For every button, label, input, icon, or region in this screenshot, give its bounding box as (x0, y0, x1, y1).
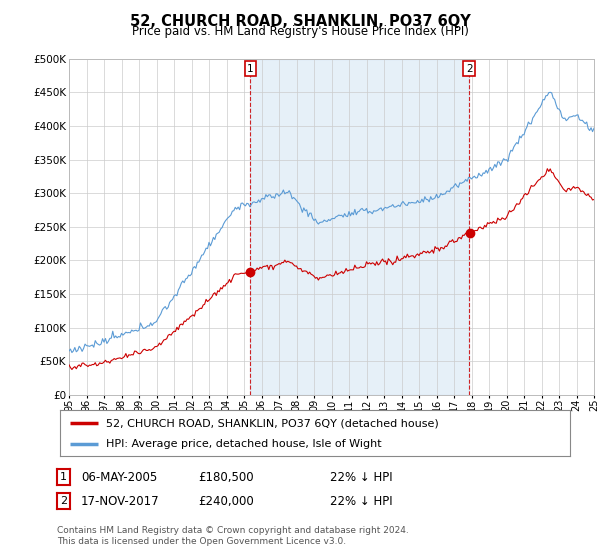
Text: 1: 1 (247, 64, 254, 74)
Text: £240,000: £240,000 (198, 494, 254, 508)
Text: 2: 2 (60, 496, 67, 506)
Text: 22% ↓ HPI: 22% ↓ HPI (330, 494, 392, 508)
Bar (250, 59, 469, 395)
Text: Contains HM Land Registry data © Crown copyright and database right 2024.
This d: Contains HM Land Registry data © Crown c… (57, 526, 409, 546)
Text: 17-NOV-2017: 17-NOV-2017 (81, 494, 160, 508)
Text: 22% ↓ HPI: 22% ↓ HPI (330, 470, 392, 484)
Text: 52, CHURCH ROAD, SHANKLIN, PO37 6QY: 52, CHURCH ROAD, SHANKLIN, PO37 6QY (130, 14, 470, 29)
Text: 52, CHURCH ROAD, SHANKLIN, PO37 6QY (detached house): 52, CHURCH ROAD, SHANKLIN, PO37 6QY (det… (106, 418, 439, 428)
Text: Price paid vs. HM Land Registry's House Price Index (HPI): Price paid vs. HM Land Registry's House … (131, 25, 469, 38)
Text: £180,500: £180,500 (198, 470, 254, 484)
Text: 06-MAY-2005: 06-MAY-2005 (81, 470, 157, 484)
Text: 2: 2 (466, 64, 473, 74)
Text: HPI: Average price, detached house, Isle of Wight: HPI: Average price, detached house, Isle… (106, 440, 382, 450)
Text: 1: 1 (60, 472, 67, 482)
